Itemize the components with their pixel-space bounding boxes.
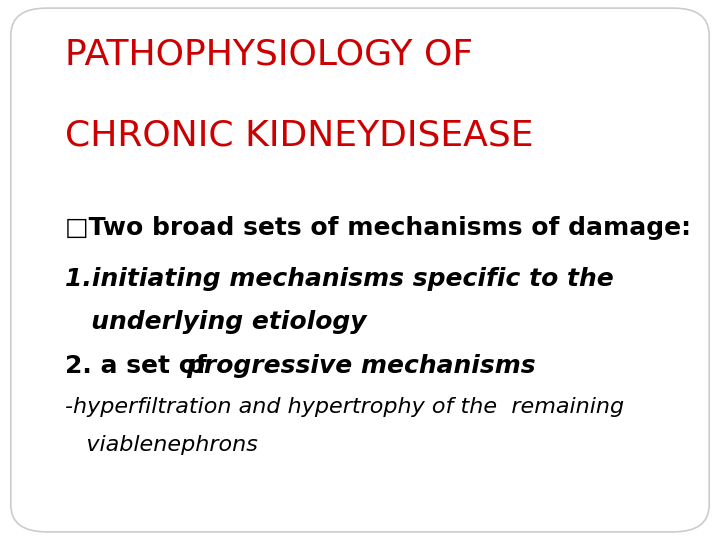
Text: 2. a set of: 2. a set of <box>65 354 215 377</box>
Text: PATHOPHYSIOLOGY OF: PATHOPHYSIOLOGY OF <box>65 38 473 72</box>
Text: 1.initiating mechanisms specific to the: 1.initiating mechanisms specific to the <box>65 267 613 291</box>
FancyBboxPatch shape <box>11 8 709 532</box>
Text: □Two broad sets of mechanisms of damage:: □Two broad sets of mechanisms of damage: <box>65 216 690 240</box>
Text: -hyperfiltration and hypertrophy of the  remaining: -hyperfiltration and hypertrophy of the … <box>65 397 624 417</box>
Text: progressive mechanisms: progressive mechanisms <box>186 354 536 377</box>
Text: underlying etiology: underlying etiology <box>65 310 366 334</box>
Text: CHRONIC KIDNEYDISEASE: CHRONIC KIDNEYDISEASE <box>65 119 534 153</box>
Text: viablenephrons: viablenephrons <box>65 435 258 455</box>
